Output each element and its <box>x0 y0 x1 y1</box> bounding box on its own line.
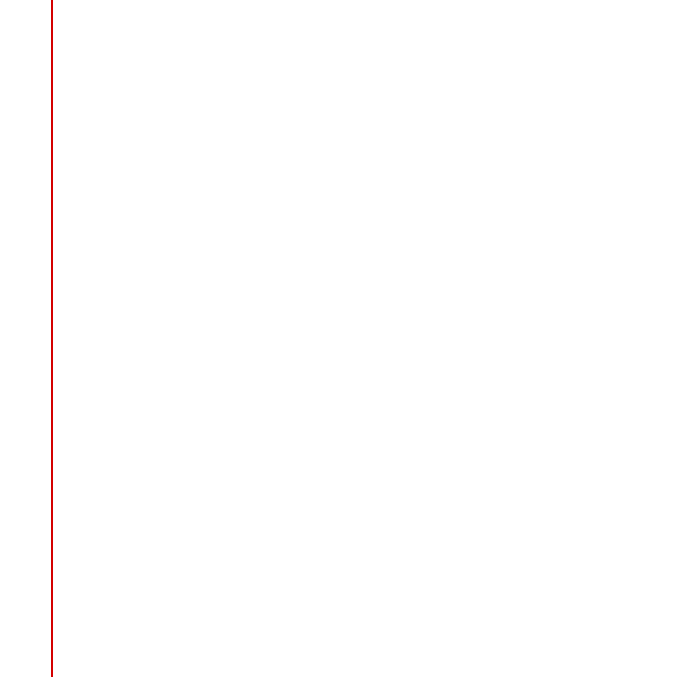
margin-line <box>51 0 53 677</box>
